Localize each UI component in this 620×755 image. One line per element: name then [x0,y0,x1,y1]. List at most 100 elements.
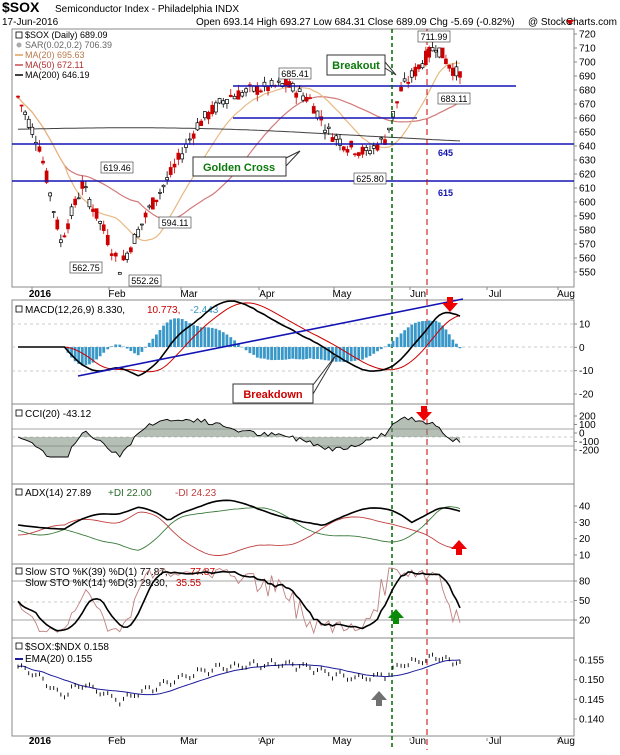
price-candle-body [407,82,410,83]
macd-histogram-bar [81,347,84,365]
price-candle-body [84,187,87,188]
price-candle-body [222,101,225,104]
adx-y-tick-label: 20 [579,534,591,545]
ratio-up-arrow-icon [371,691,387,706]
macd-y-tick-label: -20 [579,390,594,401]
macd-histogram-bar [277,347,280,360]
sto-y-tick-label: 20 [579,616,591,627]
value-label-711: 711.99 [421,32,448,42]
price-y-tick-label: 550 [579,268,596,279]
sto-legend-2-value: 35.55 [176,578,201,589]
price-candle-body [331,137,334,141]
macd-histogram-bar [400,333,403,347]
macd-histogram-bar [203,327,206,347]
price-candle-body [114,253,117,256]
sto-legend-1: Slow STO %K(39) %D(1) 77.87, [25,567,168,578]
ratio-legend-swatch [16,643,22,649]
price-candle-body [31,127,34,134]
macd-histogram-bar [309,347,312,358]
price-candle-body [277,81,280,82]
price-candle-body [133,234,136,243]
sto-legend-2: Slow STO %K(14) %D(3) 29.30, [25,578,168,589]
macd-histogram-bar [270,347,273,360]
ratio-y-tick-label: 0.145 [579,695,604,706]
macd-histogram-bar [448,334,451,347]
price-candle-body [67,224,70,229]
macd-histogram-bar [222,332,225,347]
price-y-tick-label: 700 [579,58,596,69]
macd-histogram-bar [196,326,199,347]
legend-swatch-price [16,32,22,38]
price-candle-body [346,149,349,152]
price-candle-body [233,96,236,99]
value-label-625: 625.80 [356,174,384,184]
price-candle-body [52,212,55,213]
price-y-tick-label: 710 [579,44,596,55]
price-candle-body [181,154,184,159]
price-candle-body [295,93,298,97]
macd-histogram-bar [114,344,117,347]
legend-ma50: MA(50) 672.11 [25,60,84,70]
ratio-y-tick-label: 0.150 [579,675,604,686]
price-candle-body [148,206,151,207]
macd-histogram-bar [455,344,458,347]
macd-histogram-bar [357,347,360,360]
macd-histogram-bar [316,347,319,359]
cci-y-tick-label: -200 [579,446,599,457]
price-candle-body [118,272,121,274]
x-axis-label-bottom: Jul [489,736,502,747]
price-y-tick-label: 720 [579,30,596,41]
macd-histogram-bar [346,347,349,361]
macd-histogram-bar [312,347,315,359]
ohlc-readout: Open 693.14 High 693.27 Low 684.31 Close… [196,17,515,28]
macd-histogram-bar [388,344,391,347]
macd-histogram-bar [392,341,395,347]
macd-histogram-bar [126,347,129,349]
breakdown-pointer [313,355,336,394]
price-candle-body [241,92,244,96]
price-candle-body [365,148,368,151]
level-label-615: 615 [438,188,453,198]
price-candle-body [207,112,210,119]
ratio-legend-1: $SOX:$NDX 0.158 [25,642,109,653]
macd-legend: MACD(12,26,9) 8.330, 10.773, -2.443 [16,305,219,316]
macd-histogram-bar [177,318,180,347]
macd-legend-signal: 10.773, [147,305,180,316]
price-candle-body [106,235,109,244]
price-candle-body [305,97,308,101]
value-label-552: 552.26 [131,276,159,286]
macd-histogram-bar [129,347,132,351]
macd-histogram-bar [211,328,214,347]
macd-y-tick-label: 10 [579,320,591,331]
price-y-tick-label: 610 [579,184,596,195]
price-candle-body [357,153,360,156]
price-y-tick-label: 620 [579,170,596,181]
price-candle-body [49,193,52,196]
cci-down-arrow-icon [416,406,432,421]
panel-frames [12,29,574,736]
macd-histogram-bar [118,345,121,347]
price-candle-body [421,64,424,68]
price-candle-body [196,123,199,130]
price-candle-body [129,248,132,252]
price-candle-body [24,112,27,115]
price-y-tick-label: 600 [579,198,596,209]
macd-down-arrow-icon [442,297,458,312]
breakout-label: Breakout [332,60,380,72]
price-candle-body [102,225,105,231]
legend-ma200: MA(200) 646.19 [25,70,90,80]
adx-legend: ADX(14) 27.89 +DI 22.00 -DI 24.23 [16,488,217,499]
price-candle-body [441,48,444,58]
price-y-tick-label: 580 [579,226,596,237]
watermark: @ StockCharts.com [528,17,617,28]
macd-histogram-bar [218,330,221,347]
macd-histogram-bar [148,343,151,347]
price-candle-body [302,96,305,100]
macd-histogram-bar [95,347,98,359]
price-candle-body [144,213,147,217]
price-candle-body [361,147,364,154]
price-candle-body [92,209,95,211]
x-axis-label-bottom: Feb [108,736,126,747]
price-candle-body [267,86,270,90]
macd-histogram-bar [284,347,287,360]
